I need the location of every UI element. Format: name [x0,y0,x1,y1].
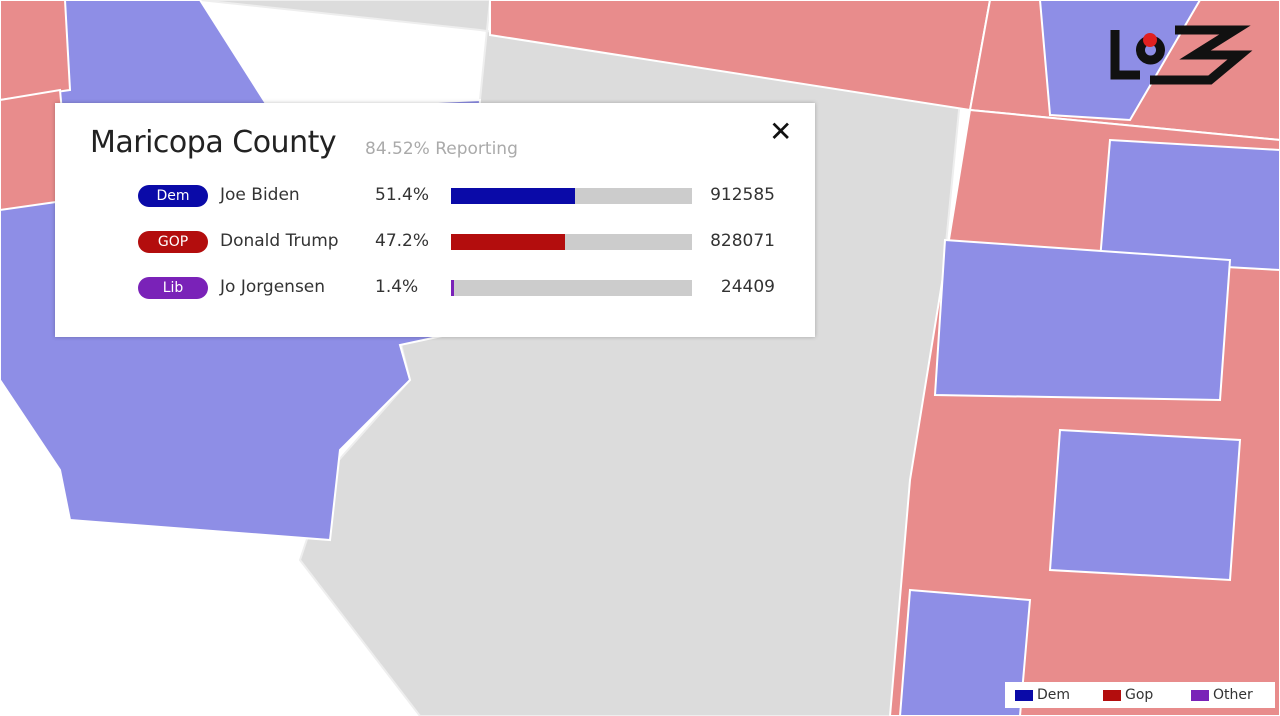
votes: 912585 [710,185,775,205]
bar-track [451,280,692,296]
bar [451,188,575,204]
bar-track [451,234,692,250]
county [1038,0,1202,122]
percent: 51.4% [375,185,430,205]
bar [451,234,565,250]
legend-label: Dem [1037,687,1071,703]
reporting: 84.52% Reporting [365,139,518,159]
party-badge: GOP [138,231,208,253]
logo-dot [1143,33,1157,47]
party-badge: Lib [138,277,208,299]
legend-swatch [1015,689,1033,701]
county [898,588,1032,716]
logo [1110,25,1253,85]
candidate-row: GOP Donald Trump 47.2% 828071 [55,229,815,255]
candidate-row: Dem Joe Biden 51.4% 912585 [55,183,815,209]
legend: Dem Gop Other [1005,682,1275,708]
candidate-name: Joe Biden [220,185,300,205]
legend-swatch [1191,689,1209,701]
votes: 24409 [720,277,775,297]
county [1048,428,1242,582]
legend-swatch [1103,689,1121,701]
county-title: Maricopa County [90,125,337,160]
legend-item: Other [1191,687,1253,703]
county [1098,138,1280,272]
votes: 828071 [710,231,775,251]
party-badge: Dem [138,185,208,207]
candidate-row: Lib Jo Jorgensen 1.4% 24409 [55,275,815,301]
legend-label: Gop [1125,687,1154,703]
legend-item: Gop [1103,687,1153,703]
candidate-name: Donald Trump [220,231,339,251]
percent: 47.2% [375,231,430,251]
bar-track [451,188,692,204]
candidate-name: Jo Jorgensen [220,277,326,297]
legend-item: Dem [1015,687,1070,703]
percent: 1.4% [375,277,419,297]
county [933,238,1232,402]
legend-label: Other [1213,687,1253,703]
county [0,0,72,102]
bar [451,280,455,296]
county-popup: Maricopa County 84.52% Reporting ✕ Dem Jo… [55,103,815,337]
close-button[interactable]: ✕ [769,115,793,148]
